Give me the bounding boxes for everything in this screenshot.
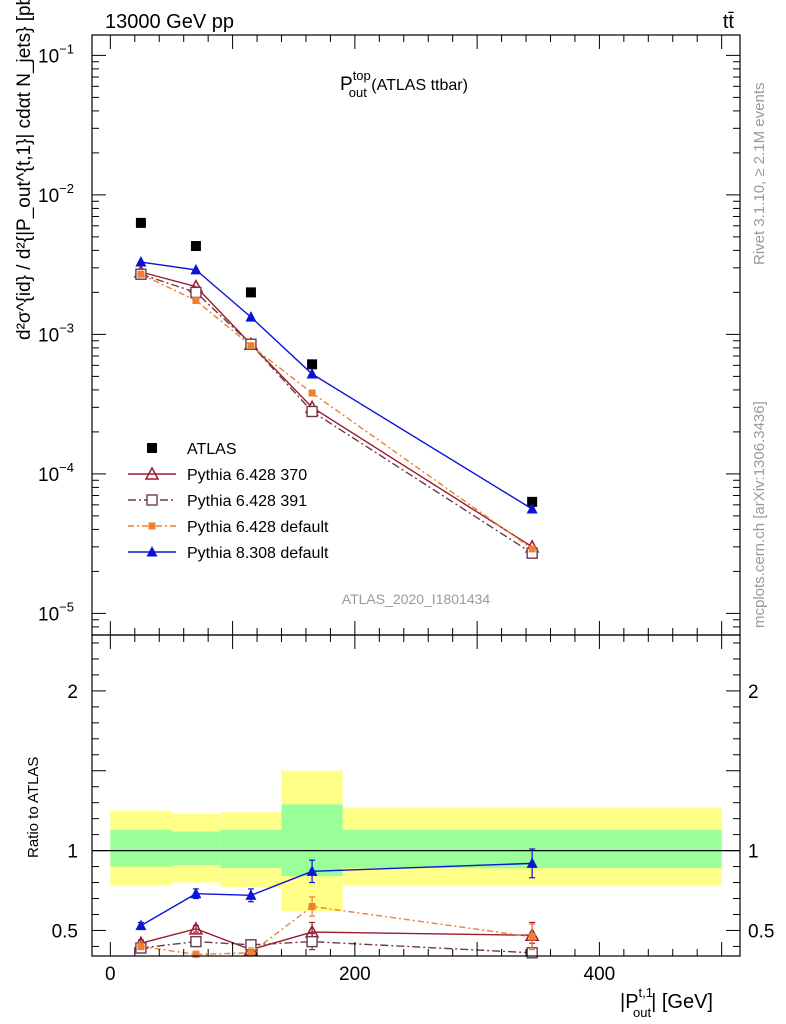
uncertainty-band-green: [110, 829, 172, 867]
data-point: [247, 342, 255, 350]
legend-marker: [146, 494, 158, 506]
ratio-ylabel: Ratio to ATLAS: [25, 757, 42, 858]
uncertainty-band-green: [220, 829, 282, 869]
data-point: [137, 270, 145, 278]
data-point: [308, 389, 316, 397]
mcplots-label: mcplots.cern.ch [arXiv:1306.3436]: [751, 401, 768, 628]
ratio-point: [190, 935, 202, 948]
data-point: [528, 545, 536, 553]
series-0: [135, 217, 538, 507]
data-point: [245, 287, 256, 298]
ratio-point: [526, 857, 538, 868]
analysis-label: ATLAS_2020_I1801434: [342, 591, 491, 607]
ratio-series-3: [135, 848, 538, 931]
data-point: [306, 368, 318, 379]
ratio-point: [306, 935, 318, 948]
legend-label: Pythia 6.428 391: [187, 493, 307, 510]
ratio-point: [137, 942, 145, 950]
y-tick-label: 10−1: [38, 41, 74, 67]
ratio-point: [188, 921, 204, 935]
data-point: [135, 217, 146, 228]
main-title: Ptop out (ATLAS ttbar): [340, 68, 468, 100]
series-line: [140, 273, 533, 550]
data-point: [527, 496, 538, 507]
ratio-point: [308, 902, 316, 910]
y-tick-label: 10−3: [38, 320, 74, 346]
data-point: [192, 296, 200, 304]
y-tick-label-right: 1: [748, 842, 759, 863]
x-tick-label: 400: [584, 964, 616, 985]
ratio-point: [135, 919, 147, 931]
ratio-line: [140, 940, 533, 954]
data-point: [526, 503, 538, 514]
legend-label: Pythia 8.308 default: [187, 545, 329, 562]
data-point: [190, 263, 202, 275]
data-point: [306, 405, 318, 418]
uncertainty-band-green: [171, 831, 221, 865]
main-ylabel: d²σ^{id} / d²{|P_out^{t,1}| cdαt N_jets}…: [14, 0, 35, 340]
xlabel: |Pt,1 out| [GeV]: [620, 985, 713, 1020]
x-tick-label: 200: [339, 964, 371, 985]
legend-label: Pythia 6.428 default: [187, 519, 329, 536]
legend-marker: [146, 546, 158, 557]
ratio-point: [190, 887, 202, 899]
y-tick-label: 10−5: [38, 599, 74, 625]
ratio-point: [528, 933, 536, 941]
series-4: [135, 256, 538, 514]
series-2: [135, 268, 538, 559]
legend-label: ATLAS: [187, 441, 237, 458]
ratio-point: [306, 865, 318, 876]
legend-entry: Pythia 6.428 370: [128, 466, 307, 484]
ratio-line: [140, 905, 533, 956]
y-tick-label: 10−4: [38, 460, 74, 486]
y-tick-label: 10−2: [38, 181, 74, 207]
data-point: [190, 241, 201, 252]
rivet-label: Rivet 3.1.10, ≥ 2.1M events: [751, 83, 768, 266]
legend-marker: [144, 466, 160, 480]
energy-label: 13000 GeV pp: [105, 11, 234, 33]
legend-marker: [147, 443, 157, 453]
data-point: [135, 256, 147, 267]
y-tick-label-right: 2: [748, 682, 759, 703]
legend-label: Pythia 6.428 370: [187, 467, 307, 484]
y-tick-label-right: 0.5: [748, 921, 774, 942]
ratio-point: [192, 950, 200, 958]
data-point: [307, 359, 318, 370]
legend: ATLAS Pythia 6.428 370 Pythia 6.428 391 Pyt…: [128, 441, 329, 562]
y-tick-label: 2: [67, 682, 78, 703]
ratio-panel-frame: [91, 634, 741, 957]
legend-entry: Pythia 8.308 default: [128, 545, 329, 562]
ratio-point: [245, 889, 257, 900]
legend-marker: [148, 522, 156, 530]
x-tick-label: 0: [105, 964, 116, 985]
data-point: [245, 311, 257, 322]
y-tick-label: 1: [67, 842, 78, 863]
legend-entry: Pythia 6.428 default: [128, 519, 329, 536]
series-line: [140, 273, 533, 554]
legend-entry: Pythia 6.428 391: [128, 493, 307, 510]
legend-entry: ATLAS: [147, 441, 237, 458]
y-tick-label: 0.5: [52, 921, 78, 942]
data-point: [190, 286, 202, 299]
ratio-series-2: [137, 896, 536, 958]
ratio-point: [247, 949, 255, 957]
process-label: tt̄: [723, 11, 735, 33]
series-3: [137, 270, 536, 553]
